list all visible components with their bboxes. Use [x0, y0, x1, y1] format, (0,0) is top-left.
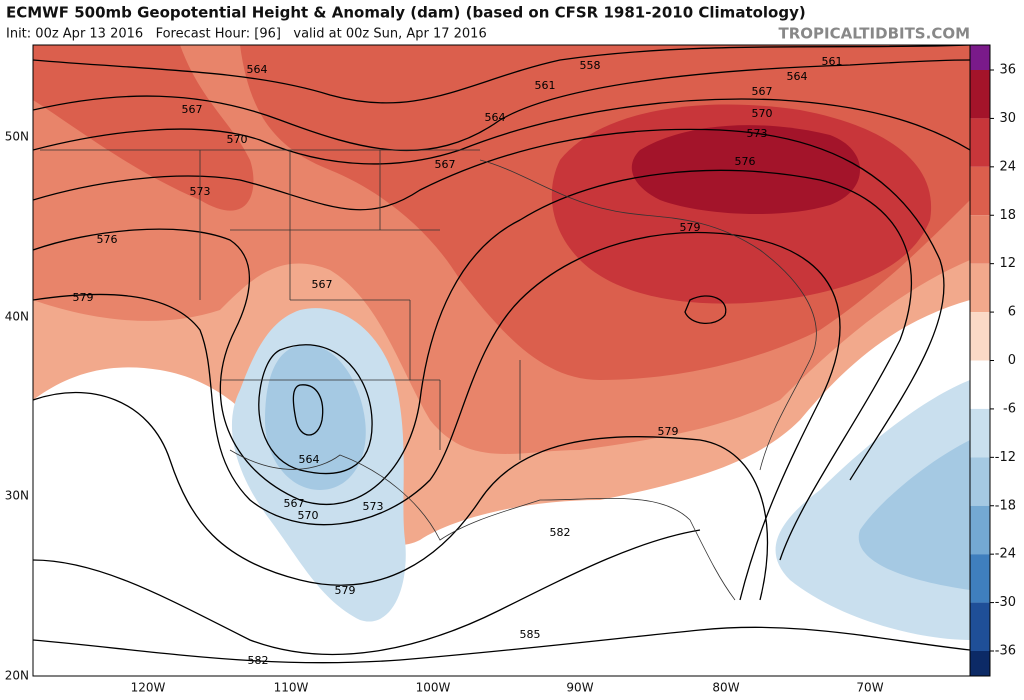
contour-label: 558 — [580, 59, 601, 72]
colorbar-tick-label: 0 — [1008, 353, 1016, 368]
contour-label: 570 — [227, 133, 248, 146]
contour — [33, 98, 970, 165]
contour-label: 570 — [752, 107, 773, 120]
colorbar-tick-label: -6 — [1003, 401, 1016, 416]
lat-label: 30N — [5, 489, 29, 503]
contour-label: 573 — [747, 127, 768, 140]
lat-label: 20N — [5, 669, 29, 683]
lat-label: 40N — [5, 310, 29, 324]
contour-label: 576 — [735, 155, 756, 168]
contour — [33, 59, 970, 152]
colorbar-tick-label: 18 — [999, 208, 1016, 223]
contour-label: 564 — [299, 453, 320, 466]
contour-label: 576 — [97, 233, 118, 246]
contour-label: 585 — [520, 628, 541, 641]
contour-label: 567 — [182, 103, 203, 116]
contour-label: 570 — [298, 509, 319, 522]
colorbar-band — [970, 118, 990, 167]
colorbar: 36 30 24 18 12 6 0 -6 -12 -18 -24 -30 -36 — [969, 44, 1016, 677]
lon-label: 120W — [131, 681, 166, 695]
contour — [684, 295, 727, 324]
lon-label: 70W — [856, 681, 883, 695]
colorbar-tick-label: -12 — [995, 450, 1016, 465]
contour-label: 573 — [363, 500, 384, 513]
contour-label: 567 — [752, 85, 773, 98]
colorbar-tick-label: -30 — [995, 595, 1016, 610]
colorbar-band — [970, 166, 990, 216]
contour-label: 564 — [485, 111, 506, 124]
contour-label: 561 — [822, 55, 843, 68]
contour — [292, 384, 324, 436]
contour — [33, 169, 913, 561]
anomaly-neg12 — [265, 344, 366, 490]
contour — [33, 45, 970, 104]
title: ECMWF 500mb Geopotential Height & Anomal… — [6, 4, 806, 22]
contour-label: 579 — [658, 425, 679, 438]
colorbar-band — [970, 70, 990, 119]
colorbar-band — [970, 651, 990, 676]
contour-label: 573 — [190, 185, 211, 198]
contour — [33, 529, 701, 656]
credit: TROPICALTIDBITS.COM — [779, 25, 971, 43]
contour — [33, 128, 945, 481]
contour — [33, 626, 970, 664]
contour-label: 582 — [248, 654, 269, 667]
lon-label: 80W — [712, 681, 739, 695]
contour-label: 567 — [435, 158, 456, 171]
contour-label: 567 — [312, 278, 333, 291]
colorbar-band — [970, 215, 990, 264]
height-contours — [33, 45, 970, 664]
colorbar-tick-label: -18 — [995, 498, 1016, 513]
colorbar-tick-label: -24 — [995, 547, 1016, 562]
colorbar-tick-label: 24 — [999, 159, 1016, 174]
state-border — [40, 149, 736, 601]
colorbar-tick-label: 30 — [999, 111, 1016, 126]
contour — [33, 392, 769, 601]
lon-label: 110W — [274, 681, 309, 695]
anomaly-30 — [631, 125, 860, 215]
contour-label: 564 — [787, 70, 808, 83]
anomaly-atlantic-neg12 — [858, 440, 970, 590]
colorbar-tick-label: 36 — [999, 63, 1016, 78]
borders — [40, 149, 817, 601]
colorbar-band — [970, 360, 990, 409]
colorbar-band — [970, 602, 990, 651]
colorbar-band — [970, 45, 990, 70]
coastline — [479, 159, 817, 471]
colorbar-tick-label: 12 — [999, 256, 1016, 271]
contour-label: 567 — [284, 497, 305, 510]
map: 564 5585615615645675705735765795645675675… — [33, 45, 970, 676]
contour-label: 579 — [73, 291, 94, 304]
contour — [258, 344, 373, 475]
contour — [33, 231, 841, 601]
colorbar-band — [970, 312, 990, 361]
contour-label: 564 — [247, 63, 268, 76]
colorbar-band — [970, 505, 990, 555]
subtitle: Init: 00z Apr 13 2016 Forecast Hour: [96… — [6, 27, 487, 42]
colorbar-band — [970, 554, 990, 603]
contour-label: 579 — [335, 584, 356, 597]
lon-label: 100W — [416, 681, 451, 695]
contour-label: 561 — [535, 79, 556, 92]
contour-label: 579 — [680, 221, 701, 234]
lon-label: 90W — [566, 681, 593, 695]
contour-label: 582 — [550, 526, 571, 539]
colorbar-band — [970, 457, 990, 506]
lat-label: 50N — [5, 130, 29, 144]
colorbar-band — [970, 263, 990, 313]
colorbar-tick-label: 6 — [1008, 305, 1016, 320]
colorbar-tick-label: -36 — [995, 644, 1016, 659]
colorbar-band — [970, 408, 990, 458]
